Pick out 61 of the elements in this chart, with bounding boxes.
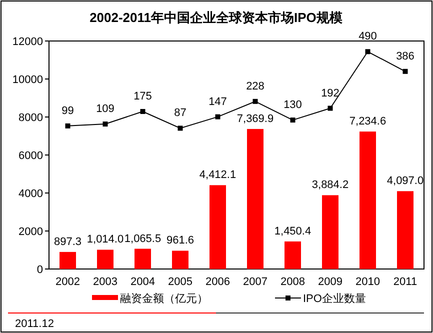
point xyxy=(252,98,258,104)
x-tick-label: 2008 xyxy=(280,276,305,288)
data-label: 3,884.2 xyxy=(312,179,349,192)
data-label: 961.6 xyxy=(166,234,194,247)
data-label: 490 xyxy=(358,30,377,43)
data-label: 147 xyxy=(208,96,227,108)
x-tick-label: 2007 xyxy=(243,276,268,288)
data-label: 4,097.0 xyxy=(386,175,424,188)
data-label: 1,065.5 xyxy=(124,232,162,245)
bar xyxy=(360,132,376,269)
x-tick-label: 2002 xyxy=(56,276,80,288)
bar xyxy=(247,128,264,269)
bar xyxy=(60,252,76,269)
bar xyxy=(172,250,188,269)
point xyxy=(402,68,408,74)
data-label: 228 xyxy=(246,80,264,92)
point xyxy=(102,122,108,127)
x-tick-label: 2010 xyxy=(356,276,380,288)
bar xyxy=(284,241,301,269)
data-label: 87 xyxy=(174,107,186,120)
y-tick-label: 4000 xyxy=(18,188,43,200)
y-tick-label: 2000 xyxy=(18,226,43,238)
x-tick-label: 2005 xyxy=(168,276,192,288)
x-tick-label: 2003 xyxy=(93,276,118,288)
point xyxy=(215,114,220,120)
bar xyxy=(97,250,114,269)
y-tick-label: 8000 xyxy=(18,112,43,124)
bar xyxy=(134,248,151,269)
y-tick-label: 12000 xyxy=(12,36,43,48)
bar xyxy=(322,195,338,269)
bar xyxy=(397,191,414,269)
data-label: 1,450.4 xyxy=(274,225,312,238)
data-label: 99 xyxy=(62,104,74,117)
data-label: 897.3 xyxy=(54,236,82,248)
point xyxy=(178,126,183,131)
legend-label: IPO企业数量 xyxy=(303,292,366,305)
bar xyxy=(210,185,226,269)
chart-title: 2002-2011年中国企业全球资本市场IPO规模 xyxy=(90,10,342,25)
text: 2011.12 xyxy=(15,318,54,330)
y-tick-label: 6000 xyxy=(18,150,43,162)
x-tick-label: 2009 xyxy=(318,276,342,288)
y-tick-label: 0 xyxy=(36,264,43,276)
x-tick-label: 2004 xyxy=(130,276,155,288)
data-label: 175 xyxy=(134,90,152,102)
data-label: 130 xyxy=(284,99,302,112)
data-label: 1,014.0 xyxy=(86,234,124,246)
x-tick-label: 2006 xyxy=(206,276,230,288)
point xyxy=(140,108,146,114)
y-tick-label: 10000 xyxy=(12,74,43,86)
point xyxy=(65,123,70,128)
data-label: 386 xyxy=(396,50,414,62)
point xyxy=(328,106,333,111)
point xyxy=(290,118,296,123)
x-tick-label: 2011 xyxy=(393,276,418,288)
point xyxy=(365,49,370,54)
data-label: 192 xyxy=(321,87,340,100)
data-label: 7,369.9 xyxy=(236,112,274,125)
data-label: 109 xyxy=(96,103,114,116)
data-label: 4,412.1 xyxy=(199,169,236,182)
legend-label: 融资金额（亿元） xyxy=(120,292,208,305)
data-label: 7,234.6 xyxy=(349,116,386,128)
